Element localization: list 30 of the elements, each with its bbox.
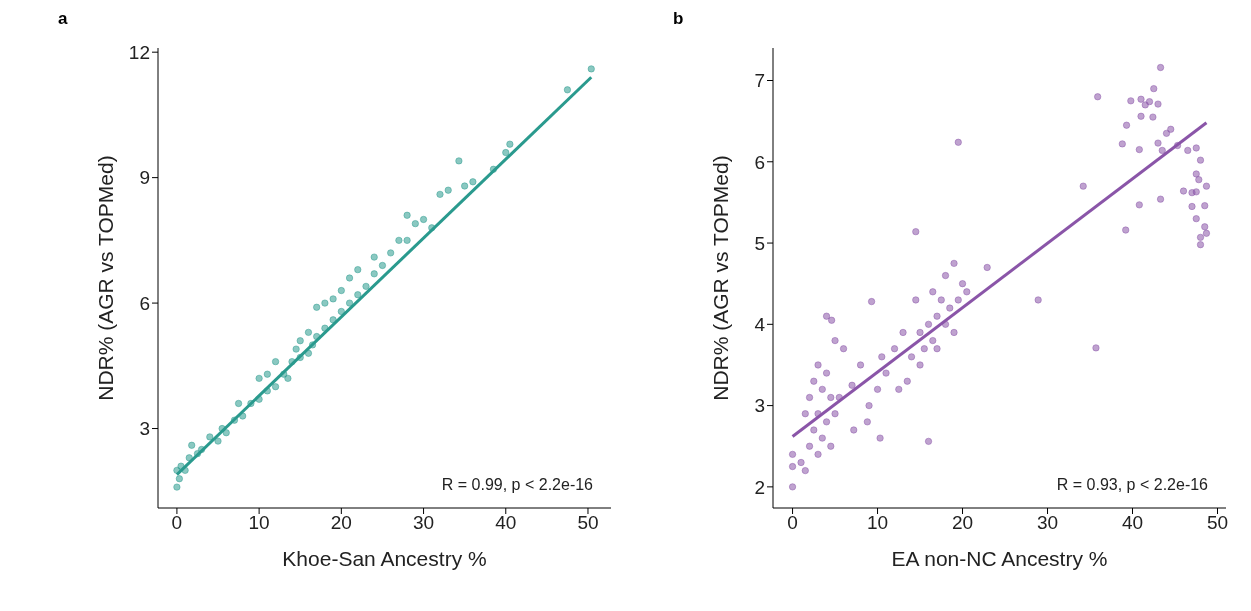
x-tick-label: 40 <box>1121 512 1144 534</box>
x-tick-label: 40 <box>495 512 517 534</box>
chart-title: a <box>58 9 68 28</box>
y-tick-label: 3 <box>754 395 765 417</box>
y-axis-title: NDR% (AGR vs TOPMed) <box>94 155 118 401</box>
annotation: R = 0.93, p < 2.2e-16 <box>1056 476 1208 494</box>
x-tick-label: 10 <box>866 512 889 534</box>
y-tick-label: 3 <box>139 418 150 440</box>
chart-title: b <box>673 9 684 28</box>
y-tick-label: 9 <box>139 167 150 189</box>
y-tick-label: 2 <box>754 476 765 498</box>
y-tick-label: 6 <box>139 292 150 314</box>
x-tick-label: 30 <box>1036 512 1059 534</box>
y-tick-label: 12 <box>128 41 150 63</box>
y-tick-label: 4 <box>754 314 766 336</box>
x-axis-title: EA non-NC Ancestry % <box>891 547 1108 570</box>
x-tick-label: 50 <box>577 512 599 534</box>
y-axis-title: NDR% (AGR vs TOPMed) <box>709 155 733 401</box>
x-tick-label: 20 <box>951 512 974 534</box>
x-tick-label: 20 <box>330 512 352 534</box>
x-tick-label: 50 <box>1206 512 1229 534</box>
x-axis-title: Khoe-San Ancestry % <box>282 547 487 570</box>
x-tick-label: 10 <box>248 512 270 534</box>
x-tick-label: 0 <box>787 512 798 534</box>
y-tick-label: 5 <box>754 232 765 254</box>
y-tick-label: 6 <box>754 151 765 173</box>
x-tick-label: 30 <box>412 512 435 534</box>
annotation: R = 0.99, p < 2.2e-16 <box>441 476 593 494</box>
y-tick-label: 7 <box>754 70 765 92</box>
x-tick-label: 0 <box>171 512 183 534</box>
